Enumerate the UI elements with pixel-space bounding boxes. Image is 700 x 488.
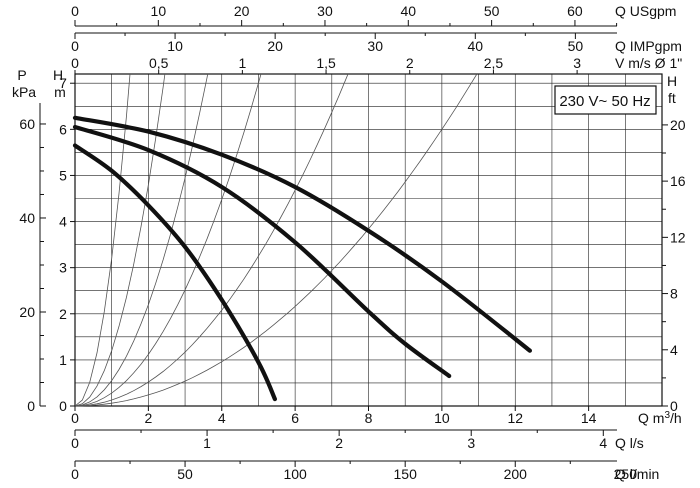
x-tick-label: 10 [434, 410, 450, 426]
secondary-tick-label: 30 [317, 3, 333, 19]
secondary-tick-label: 20 [267, 38, 283, 54]
secondary-tick-label: 200 [504, 466, 528, 482]
velocity-tick-label: 2,5 [484, 55, 504, 71]
secondary-tick-label: 40 [401, 3, 417, 19]
x-tick-label: 2 [144, 410, 152, 426]
kpa-axis-unit: kPa [12, 84, 36, 100]
grid [74, 73, 663, 407]
system-curves [74, 73, 478, 407]
y-tick-label: 5 [59, 167, 67, 183]
velocity-tick-label: 1 [238, 55, 246, 71]
secondary-axis-label: Q IMPgpm [615, 38, 682, 54]
system-curve [74, 73, 209, 407]
secondary-tick-label: 0 [71, 466, 79, 482]
axes: 0 2 4 6 8 10 12 14 Q m3/h01234567Hm0204060PkPa04… [12, 3, 686, 482]
velocity-tick-label: 1,5 [316, 55, 336, 71]
x-tick-label: 0 [71, 410, 79, 426]
ft-tick-label: 12 [670, 229, 686, 245]
kpa-axis-label: P [17, 67, 26, 83]
badge-text: 230 V~ 50 Hz [559, 93, 650, 110]
x-tick-label: 14 [581, 410, 597, 426]
secondary-tick-label: 100 [283, 466, 307, 482]
velocity-tick-label: 0 [71, 55, 79, 71]
ft-tick-label: 8 [670, 286, 678, 302]
secondary-tick-label: 0 [71, 3, 79, 19]
x-tick-label: 12 [507, 410, 523, 426]
y-tick-label: 7 [59, 75, 67, 91]
secondary-tick-label: 3 [467, 435, 475, 451]
kpa-tick-label: 60 [19, 116, 35, 132]
secondary-tick-label: 250 [614, 466, 638, 482]
secondary-axis-label: Q l/s [615, 435, 644, 451]
y-tick-label: 3 [59, 260, 67, 276]
pump-curve-2 [72, 124, 452, 379]
pump-curve-1 [72, 143, 277, 402]
ft-tick-label: 0 [670, 398, 678, 414]
velocity-tick-label: 3 [573, 55, 581, 71]
x-axis-label: Q m3/h [638, 410, 682, 426]
system-curve [74, 73, 349, 407]
secondary-tick-label: 50 [484, 3, 500, 19]
ft-axis-unit: ft [668, 90, 676, 106]
secondary-tick-label: 50 [177, 466, 193, 482]
kpa-tick-label: 0 [27, 398, 35, 414]
velocity-tick-label: 0,5 [149, 55, 169, 71]
ft-axis-label: H [667, 73, 677, 89]
x-tick-label: 8 [365, 410, 373, 426]
secondary-tick-label: 150 [394, 466, 418, 482]
y-axis-label: H [53, 67, 63, 83]
ft-tick-label: 16 [670, 173, 686, 189]
y-axis-unit: m [54, 84, 66, 100]
x-tick-label: 4 [218, 410, 226, 426]
secondary-axis-label: Q l/min [615, 466, 659, 482]
secondary-tick-label: 4 [599, 435, 607, 451]
velocity-axis-label: V m/s Ø 1" [615, 55, 682, 71]
secondary-tick-label: 60 [567, 3, 583, 19]
y-tick-label: 1 [59, 352, 67, 368]
pump-curve-3 [72, 115, 532, 353]
secondary-tick-label: 2 [335, 435, 343, 451]
secondary-tick-label: 40 [468, 38, 484, 54]
secondary-tick-label: 0 [71, 435, 79, 451]
secondary-tick-label: 10 [151, 3, 167, 19]
voltage-badge: 230 V~ 50 Hz [554, 85, 657, 115]
ft-tick-label: 20 [670, 117, 686, 133]
y-tick-label: 0 [59, 398, 67, 414]
y-tick-label: 4 [59, 214, 67, 230]
y-tick-label: 6 [59, 121, 67, 137]
y-tick-label: 2 [59, 306, 67, 322]
system-curve [74, 73, 478, 407]
secondary-tick-label: 50 [568, 38, 584, 54]
pump-curves [72, 115, 532, 402]
secondary-tick-label: 10 [167, 38, 183, 54]
kpa-tick-label: 20 [19, 304, 35, 320]
secondary-tick-label: 30 [367, 38, 383, 54]
secondary-axis-label: Q USgpm [615, 3, 676, 19]
secondary-tick-label: 20 [234, 3, 250, 19]
system-curve [74, 73, 166, 407]
secondary-tick-label: 0 [71, 38, 79, 54]
secondary-tick-label: 1 [203, 435, 211, 451]
ft-tick-label: 4 [670, 342, 678, 358]
velocity-tick-label: 2 [406, 55, 414, 71]
kpa-tick-label: 40 [19, 210, 35, 226]
system-curve [74, 73, 262, 407]
x-tick-label: 6 [291, 410, 299, 426]
